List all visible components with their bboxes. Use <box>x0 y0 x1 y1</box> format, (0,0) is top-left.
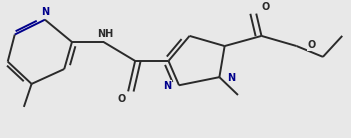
Text: O: O <box>118 94 126 104</box>
Text: N: N <box>163 81 171 91</box>
Text: O: O <box>307 40 316 50</box>
Text: NH: NH <box>97 29 113 39</box>
Text: N: N <box>227 73 235 83</box>
Text: O: O <box>262 2 270 12</box>
Text: N: N <box>41 7 49 17</box>
